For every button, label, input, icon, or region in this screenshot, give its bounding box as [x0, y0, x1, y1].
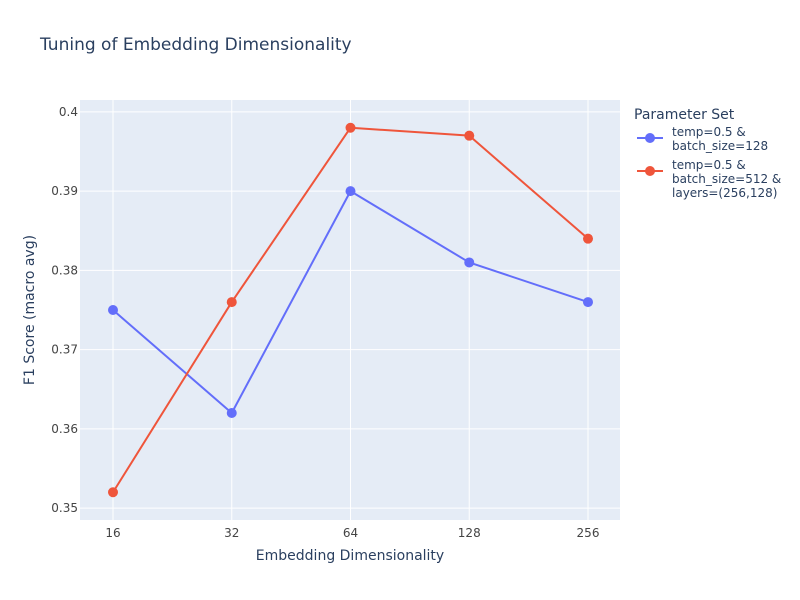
- y-tick-labels: 0.35 0.36 0.37 0.38 0.39 0.4: [51, 105, 78, 515]
- data-point[interactable]: [464, 130, 475, 141]
- data-point[interactable]: [345, 122, 356, 133]
- series-layer: [108, 122, 593, 498]
- legend-title: Parameter Set: [634, 107, 735, 123]
- series-2: [108, 122, 593, 498]
- legend-marker-swatch: [645, 166, 655, 176]
- y-tick-label: 0.39: [51, 184, 78, 198]
- data-point[interactable]: [345, 186, 356, 197]
- x-tick-label: 16: [105, 526, 120, 540]
- x-tick-label: 64: [343, 526, 358, 540]
- data-point[interactable]: [464, 257, 475, 268]
- legend-label: batch_size=512 &: [672, 172, 781, 186]
- legend-label: batch_size=128: [672, 139, 768, 153]
- x-tick-labels: 16 32 64 128 256: [105, 526, 599, 540]
- x-axis-label: Embedding Dimensionality: [256, 548, 444, 564]
- data-point[interactable]: [226, 297, 237, 308]
- x-tick-label: 128: [458, 526, 481, 540]
- legend-label: layers=(256,128): [672, 186, 777, 200]
- y-tick-label: 0.36: [51, 422, 78, 436]
- legend-label: temp=0.5 &: [672, 158, 746, 172]
- legend-label: temp=0.5 &: [672, 125, 746, 139]
- y-tick-label: 0.35: [51, 501, 78, 515]
- x-tick-label: 32: [224, 526, 239, 540]
- y-tick-label: 0.4: [59, 105, 78, 119]
- legend-item-1[interactable]: temp=0.5 &batch_size=128: [637, 125, 768, 153]
- x-tick-label: 256: [577, 526, 600, 540]
- data-point[interactable]: [583, 297, 593, 308]
- legend-item-2[interactable]: temp=0.5 &batch_size=512 &layers=(256,12…: [637, 158, 781, 200]
- legend: Parameter Set temp=0.5 &batch_size=128te…: [634, 107, 781, 200]
- data-point[interactable]: [108, 305, 118, 315]
- chart-title: Tuning of Embedding Dimensionality: [39, 35, 352, 55]
- legend-marker-swatch: [645, 133, 655, 143]
- y-tick-label: 0.37: [51, 343, 78, 357]
- series-1: [108, 186, 593, 419]
- y-tick-label: 0.38: [51, 263, 78, 277]
- data-point[interactable]: [108, 487, 118, 498]
- data-point[interactable]: [583, 233, 593, 244]
- y-axis-label: F1 Score (macro avg): [22, 235, 38, 385]
- data-point[interactable]: [226, 408, 237, 419]
